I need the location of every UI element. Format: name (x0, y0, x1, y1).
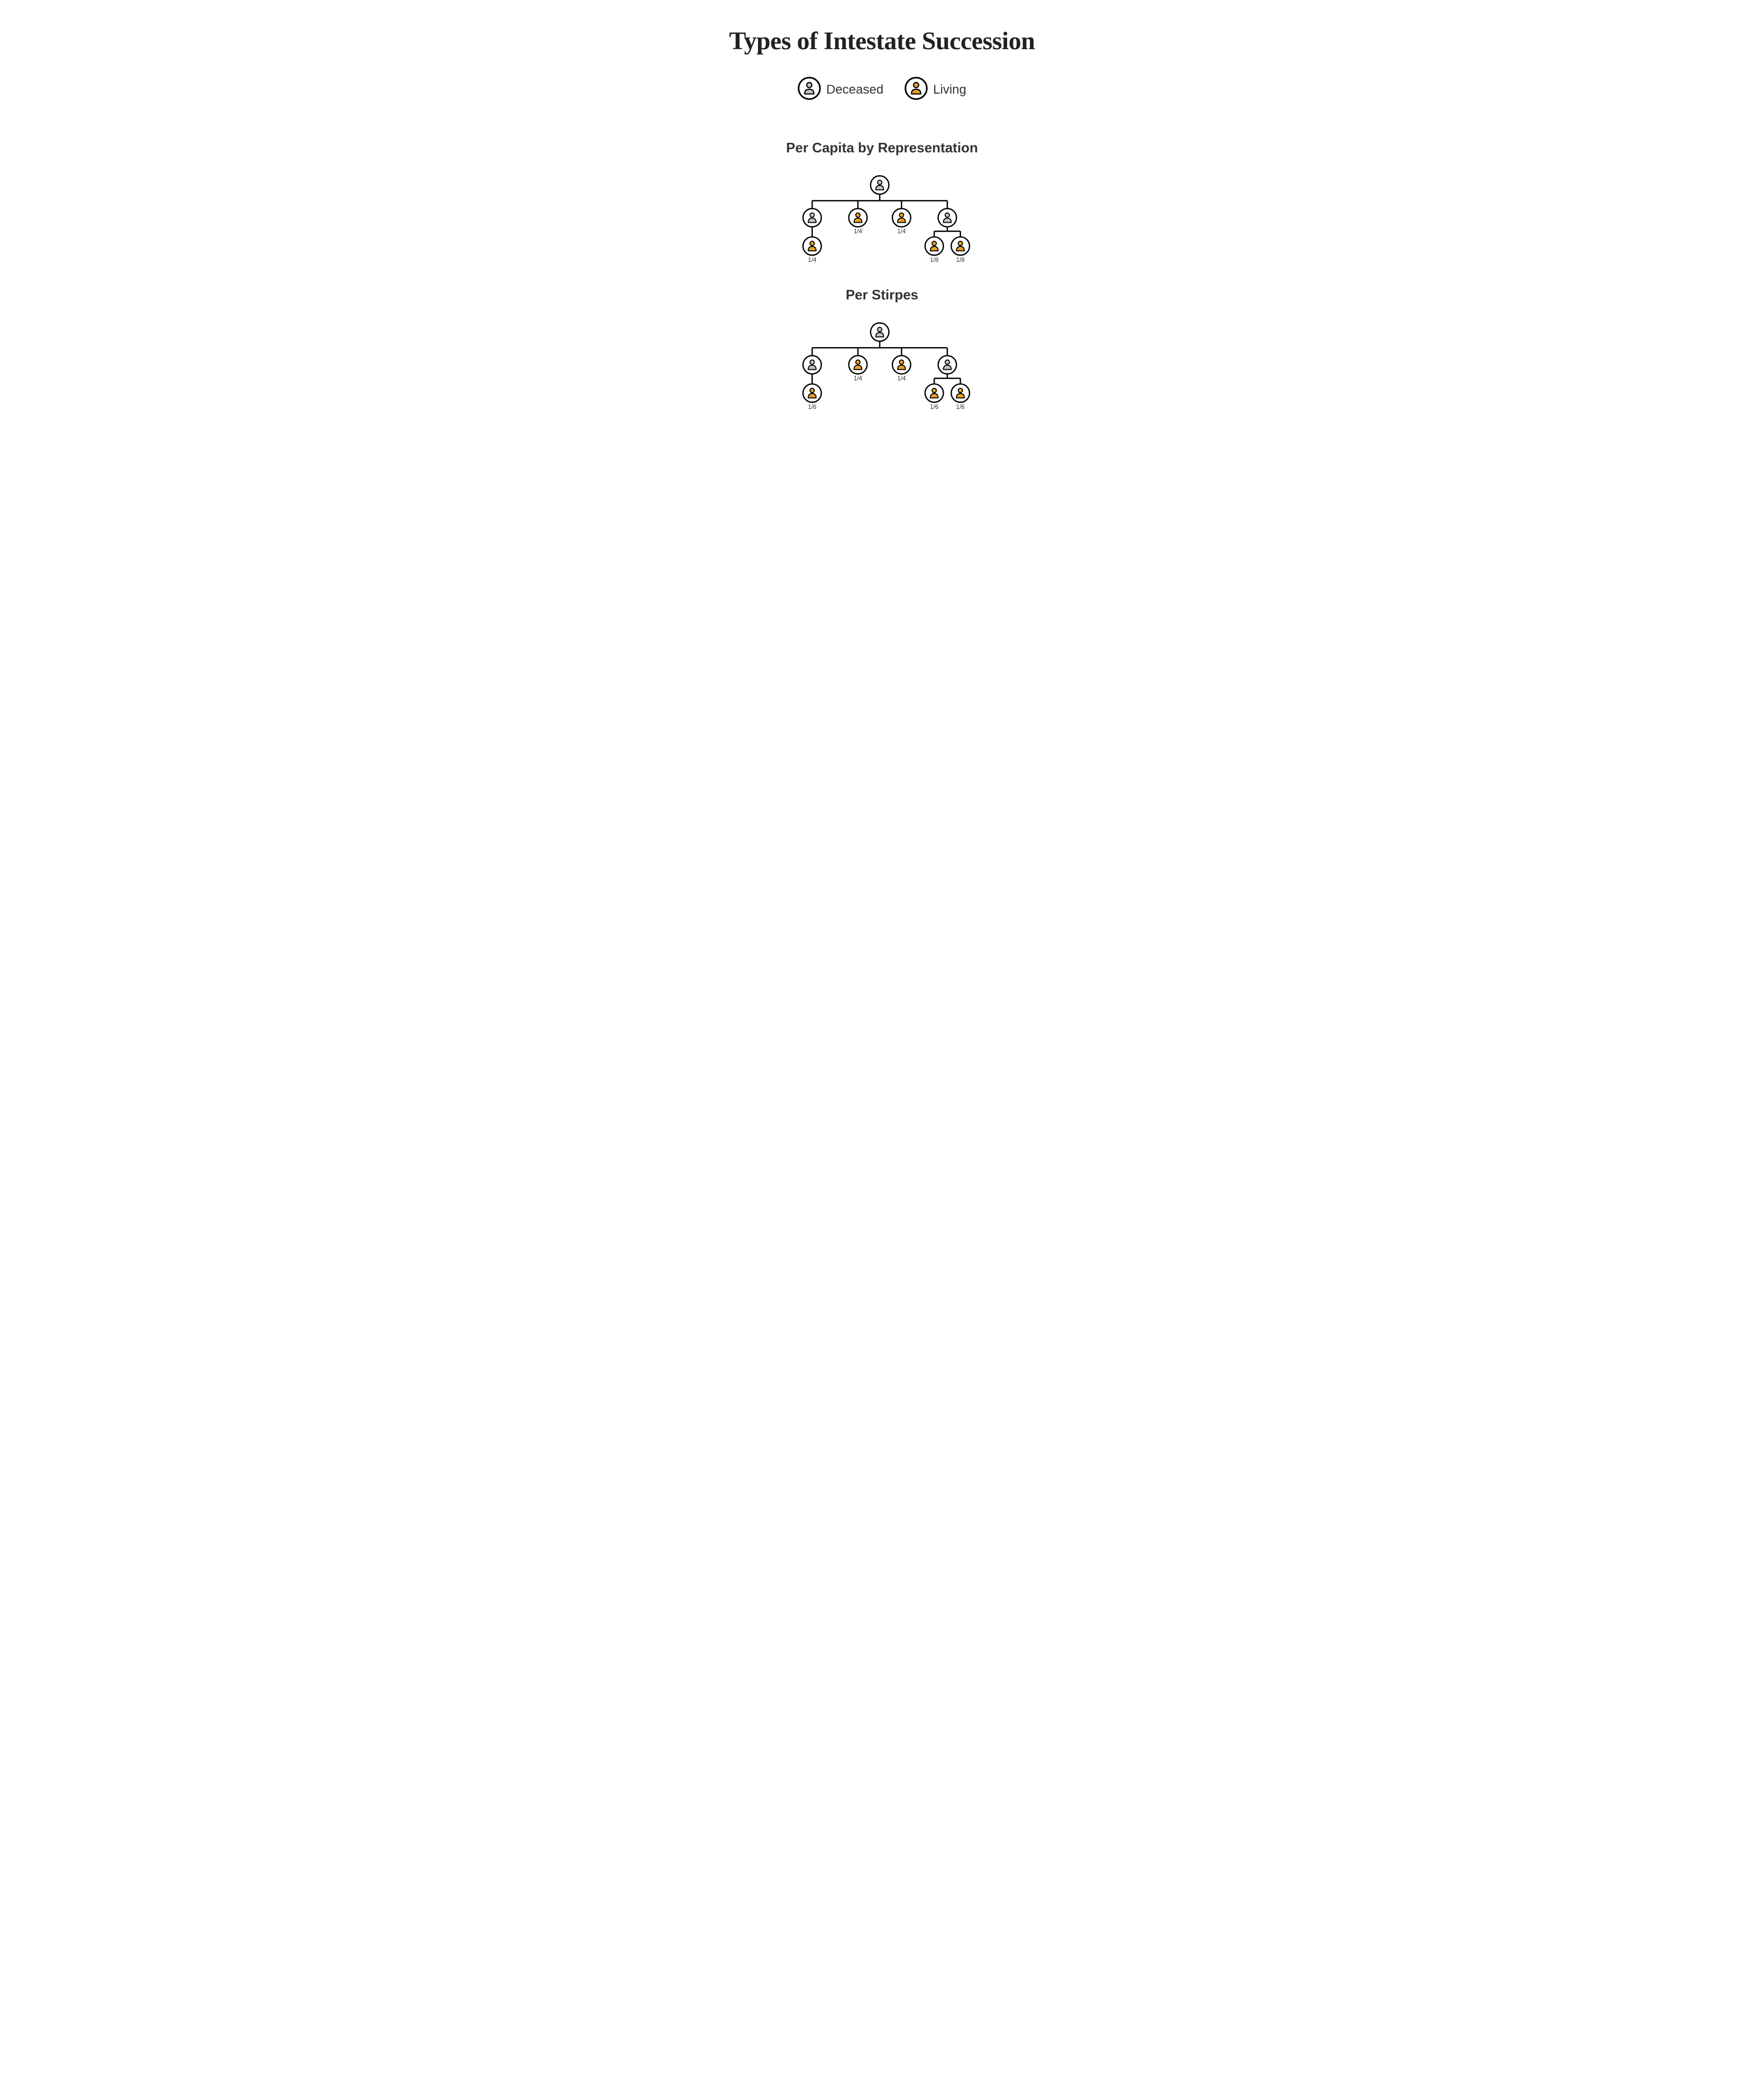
person-node-deceased (871, 176, 889, 194)
share-label: 1/6 (808, 404, 817, 411)
legend-living: Living (904, 77, 966, 103)
chart-subtitle: Per Stirpes (786, 287, 978, 303)
person-node-living (892, 355, 911, 374)
person-node-deceased (803, 355, 821, 374)
charts-root: Per Capita by Representation 1/4 1/4 1/4 1/8… (786, 129, 978, 434)
legend-deceased-label: Deceased (826, 83, 883, 97)
person-node-living (952, 237, 970, 256)
person-node-living (803, 237, 821, 256)
share-label: 1/6 (930, 404, 938, 411)
person-node-living (849, 355, 867, 374)
diagram-container: Types of Intestate Succession Deceased L… (644, 26, 1120, 434)
tree-diagram: 1/6 1/4 1/4 1/6 1/6 (786, 319, 978, 413)
share-label: 1/8 (956, 257, 965, 263)
share-label: 1/4 (808, 257, 817, 263)
share-label: 1/4 (854, 229, 863, 235)
person-node-deceased (938, 208, 957, 227)
share-label: 1/6 (956, 404, 965, 411)
person-node-living (849, 208, 867, 227)
person-node-living (892, 208, 911, 227)
page-title: Types of Intestate Succession (729, 26, 1035, 56)
person-node-deceased (803, 208, 821, 227)
share-label: 1/4 (898, 376, 907, 382)
person-node-living (952, 384, 970, 403)
legend-deceased: Deceased (798, 77, 883, 103)
chart-subtitle: Per Capita by Representation (786, 140, 978, 156)
legend: Deceased Living (798, 77, 966, 103)
share-label: 1/4 (898, 229, 907, 235)
share-label: 1/4 (854, 376, 863, 382)
person-node-deceased (871, 323, 889, 342)
deceased-icon (798, 77, 821, 103)
legend-living-label: Living (933, 83, 966, 97)
tree-wrap: 1/4 1/4 1/4 1/8 1/8 (786, 172, 978, 266)
tree-diagram: 1/4 1/4 1/4 1/8 1/8 (786, 172, 978, 266)
share-label: 1/8 (930, 257, 938, 263)
living-icon (904, 77, 928, 103)
person-node-deceased (938, 355, 957, 374)
person-node-living (803, 384, 821, 403)
tree-wrap: 1/6 1/4 1/4 1/6 1/6 (786, 319, 978, 413)
person-node-living (925, 237, 944, 256)
person-node-living (925, 384, 944, 403)
